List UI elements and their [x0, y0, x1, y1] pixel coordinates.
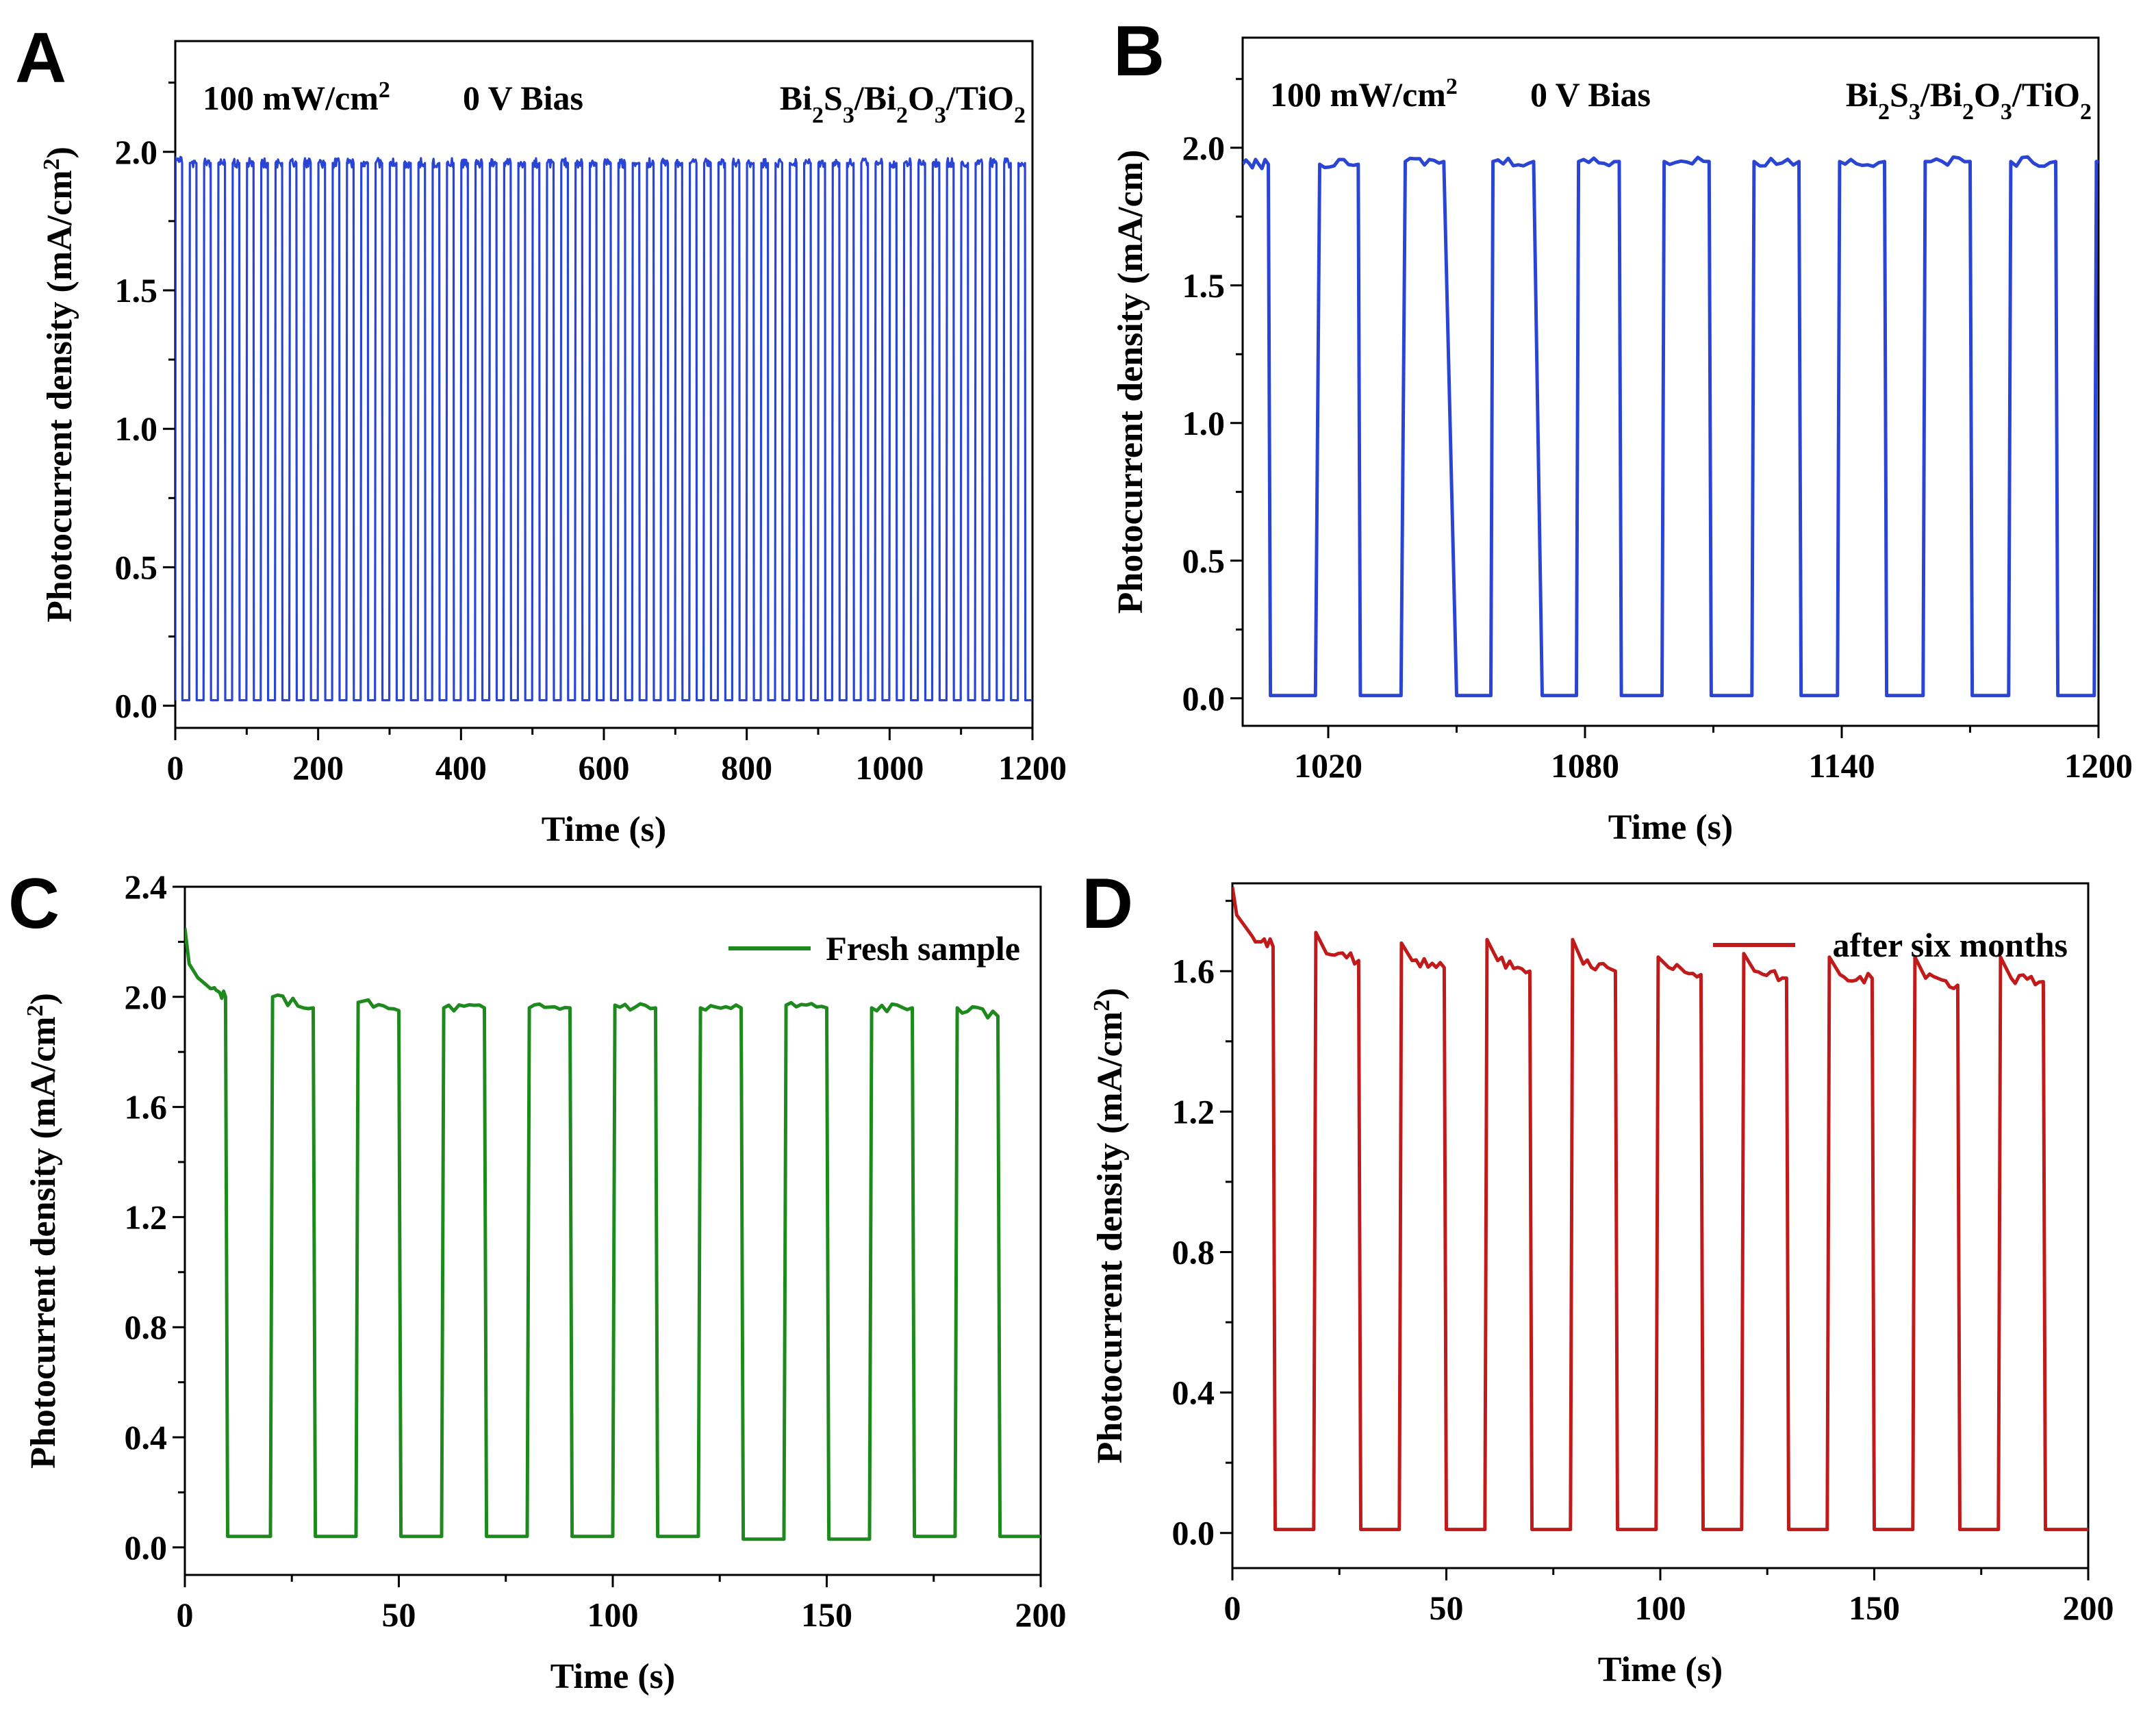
- y-tick-label: 0.0: [1172, 1514, 1215, 1552]
- x-tick-label: 400: [435, 748, 487, 787]
- panel-b: B 1020 1080 1140 1200 0.0 0.5 1.0 1.5 2.0 Time (s)…: [1111, 12, 2133, 847]
- y-tick-label: 1.5: [1182, 266, 1226, 305]
- y-tick-label: 0.8: [1172, 1233, 1215, 1271]
- y-tick-label: 1.2: [1172, 1092, 1215, 1131]
- y-tick-label: 0.5: [115, 548, 158, 586]
- x-tick-label: 200: [1015, 1595, 1067, 1634]
- y-tick-label: 1.6: [125, 1088, 168, 1126]
- x-axis-label: Time (s): [1608, 808, 1733, 847]
- y-tick-label: 1.2: [125, 1198, 168, 1236]
- x-tick-label: 1080: [1551, 746, 1619, 785]
- y-axis-label: Photocurrent density (mA/cm2): [23, 993, 64, 1469]
- x-tick-label: 800: [721, 748, 772, 787]
- y-tick-label: 1.0: [1182, 404, 1226, 442]
- y-tick-label: 0.4: [125, 1418, 168, 1456]
- series-line: [1243, 155, 2098, 698]
- panel-label: A: [15, 18, 66, 98]
- panel-label: D: [1082, 864, 1133, 944]
- x-tick-label: 1200: [2064, 746, 2133, 785]
- legend-label: Fresh sample: [826, 929, 1020, 968]
- y-tick-label: 0.0: [1182, 679, 1226, 718]
- x-tick-label: 150: [1849, 1589, 1900, 1627]
- y-tick-label: 2.0: [125, 978, 168, 1016]
- y-axis-label: Photocurrent density (mA/cm): [1111, 150, 1150, 614]
- legend-label: after six months: [1832, 926, 2068, 964]
- panel-d: D 0 50 100 150 200 0.0 0.4 0.8 1.2 1.6 Time (s) Phot…: [1082, 864, 2114, 1689]
- y-tick-label: 0.5: [1182, 542, 1226, 580]
- x-tick-label: 1000: [855, 748, 924, 787]
- x-tick-label: 50: [1430, 1589, 1464, 1627]
- x-tick-label: 1140: [1808, 746, 1875, 785]
- x-axis-label: Time (s): [542, 810, 666, 849]
- light-intensity-annotation: 100 mW/cm2: [203, 77, 390, 118]
- x-tick-label: 200: [2063, 1589, 2114, 1627]
- x-tick-label: 150: [801, 1595, 852, 1634]
- series-line: [1232, 886, 2088, 1532]
- bias-annotation: 0 V Bias: [463, 79, 583, 117]
- plot-frame: [1241, 36, 2100, 727]
- material-annotation: Bi2S3/Bi2O3/TiO2: [780, 79, 1026, 128]
- y-tick-label: 0.0: [115, 687, 158, 725]
- x-axis-label: Time (s): [1598, 1650, 1723, 1689]
- y-tick-label: 0.0: [125, 1528, 168, 1567]
- x-tick-label: 100: [587, 1595, 639, 1634]
- x-tick-label: 200: [292, 748, 344, 787]
- y-tick-label: 1.5: [115, 271, 158, 310]
- x-tick-label: 1200: [998, 748, 1067, 787]
- x-tick-label: 0: [1224, 1589, 1241, 1627]
- x-tick-label: 0: [167, 748, 184, 787]
- x-tick-label: 0: [177, 1595, 194, 1634]
- x-tick-label: 1020: [1294, 746, 1362, 785]
- y-axis-label: Photocurrent density (mA/cm2): [1089, 988, 1130, 1464]
- panel-a: A 0 200 400 600 800 1000 1200 0.0 0.5 1.0 1.5 2.0 Tim…: [15, 18, 1067, 849]
- light-intensity-annotation: 100 mW/cm2: [1270, 74, 1458, 114]
- y-tick-label: 2.0: [115, 133, 158, 171]
- x-tick-label: 100: [1635, 1589, 1686, 1627]
- y-tick-label: 1.6: [1172, 952, 1215, 990]
- bias-annotation: 0 V Bias: [1530, 75, 1651, 114]
- material-annotation: Bi2S3/Bi2O3/TiO2: [1846, 75, 2092, 125]
- x-axis-label: Time (s): [550, 1657, 675, 1696]
- y-tick-label: 1.0: [115, 409, 158, 448]
- y-axis-label: Photocurrent density (mA/cm2): [39, 147, 80, 622]
- y-tick-label: 0.4: [1172, 1374, 1215, 1412]
- y-tick-label: 0.8: [125, 1308, 168, 1346]
- panel-c: C 0 50 100 150 200 0.0 0.4 0.8 1.2 1.6 2.0 2.4 Time (…: [8, 864, 1067, 1696]
- panel-label: C: [8, 864, 60, 944]
- x-tick-label: 50: [382, 1595, 416, 1634]
- y-tick-label: 2.4: [125, 868, 168, 906]
- y-tick-label: 2.0: [1182, 129, 1226, 167]
- panel-label: B: [1113, 12, 1165, 91]
- series-line: [185, 928, 1041, 1541]
- x-tick-label: 600: [579, 748, 630, 787]
- series-line: [175, 155, 1032, 702]
